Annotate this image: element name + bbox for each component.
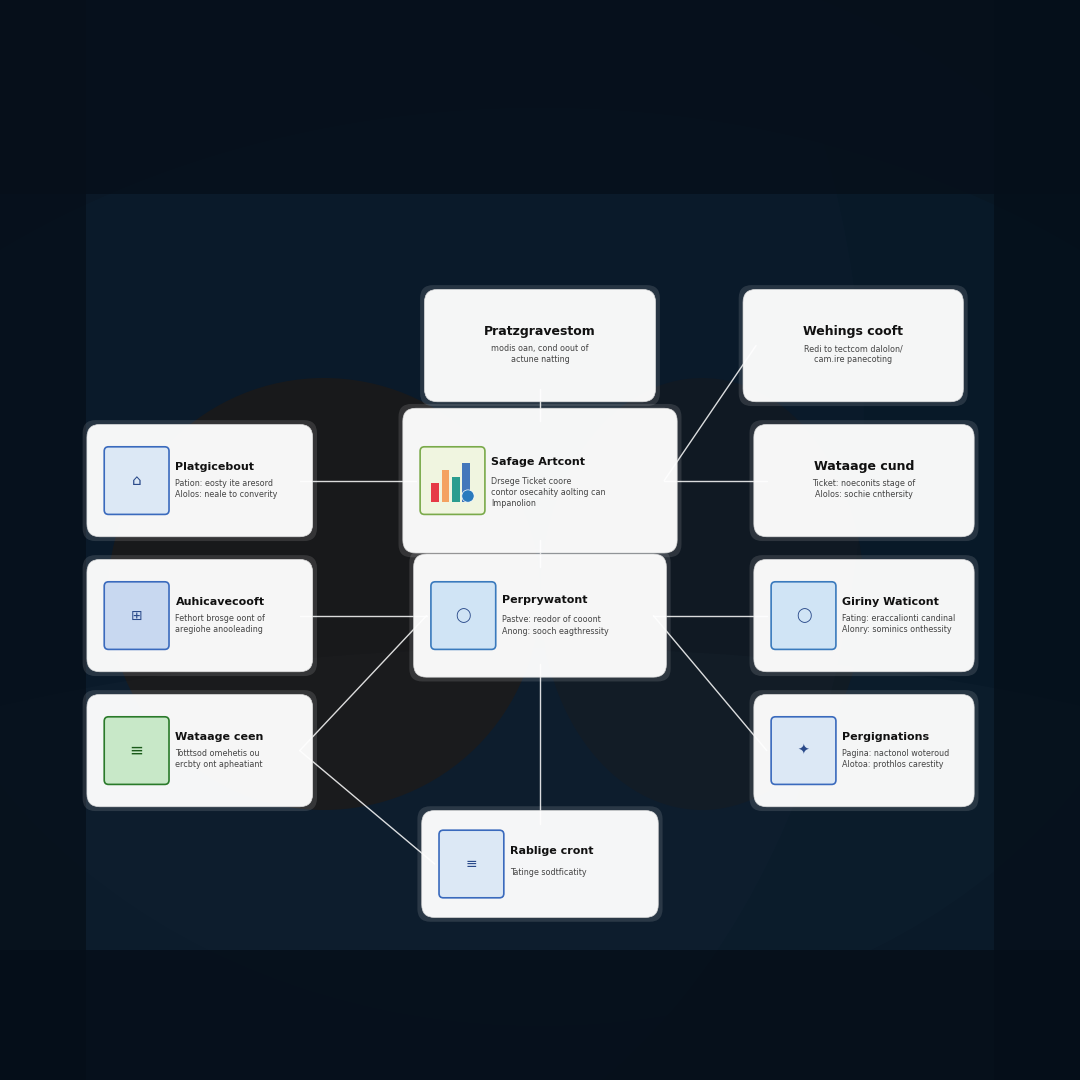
FancyBboxPatch shape <box>750 555 978 676</box>
Ellipse shape <box>0 108 1080 1080</box>
Circle shape <box>462 490 474 502</box>
Bar <box>442 470 449 501</box>
Text: Wataage ceen: Wataage ceen <box>175 732 264 742</box>
Text: ≡: ≡ <box>465 858 477 870</box>
Text: Pratzgravestom: Pratzgravestom <box>484 325 596 338</box>
Text: Wehings cooft: Wehings cooft <box>804 325 903 338</box>
FancyBboxPatch shape <box>403 408 677 553</box>
Ellipse shape <box>0 0 1080 1026</box>
Text: Totttsod omehetis ou
ercbty ont apheatiant: Totttsod omehetis ou ercbty ont apheatia… <box>175 750 264 769</box>
Text: Fethort brosge oont of
aregiohe anooleading: Fethort brosge oont of aregiohe anoolead… <box>175 615 266 634</box>
Text: Giriny Waticont: Giriny Waticont <box>842 597 940 607</box>
Text: Pastve: reodor of cooont
Anong: sooch eagthressity: Pastve: reodor of cooont Anong: sooch ea… <box>502 616 609 635</box>
FancyBboxPatch shape <box>104 447 170 514</box>
FancyBboxPatch shape <box>421 810 658 918</box>
FancyBboxPatch shape <box>83 555 318 676</box>
FancyBboxPatch shape <box>86 694 313 807</box>
Text: ⌂: ⌂ <box>132 473 141 488</box>
Text: Platgicebout: Platgicebout <box>175 462 255 472</box>
FancyBboxPatch shape <box>420 285 660 406</box>
Text: Safage Artcont: Safage Artcont <box>491 457 585 467</box>
Bar <box>462 463 470 501</box>
FancyBboxPatch shape <box>83 420 318 541</box>
Text: Ticket: noeconits stage of
Alolos: sochie cnthersity: Ticket: noeconits stage of Alolos: sochi… <box>812 480 916 499</box>
FancyBboxPatch shape <box>86 424 313 537</box>
FancyBboxPatch shape <box>420 447 485 514</box>
FancyBboxPatch shape <box>771 717 836 784</box>
Bar <box>432 483 438 501</box>
Text: Pagina: nactonol woteroud
Alotoa: prothlos carestity: Pagina: nactonol woteroud Alotoa: prothl… <box>842 750 949 769</box>
Text: Rablige cront: Rablige cront <box>510 846 594 856</box>
Text: Wataage cund: Wataage cund <box>814 460 914 473</box>
Bar <box>453 477 460 501</box>
FancyBboxPatch shape <box>417 806 662 922</box>
Text: Drsege Ticket coore
contor osecahity aolting can
Impanolion: Drsege Ticket coore contor osecahity aol… <box>491 476 606 509</box>
Text: ◯: ◯ <box>796 608 811 623</box>
FancyBboxPatch shape <box>424 289 656 402</box>
Text: ≡: ≡ <box>130 742 144 759</box>
Ellipse shape <box>540 378 864 810</box>
FancyBboxPatch shape <box>754 559 974 672</box>
Text: Fating: eraccalionti candinal
Alonry: sominics onthessity: Fating: eraccalionti candinal Alonry: so… <box>842 615 956 634</box>
Text: Tatinge sodtficatity: Tatinge sodtficatity <box>510 867 586 877</box>
FancyBboxPatch shape <box>431 582 496 649</box>
Text: ✦: ✦ <box>798 744 809 757</box>
Ellipse shape <box>0 648 1080 1080</box>
Text: Auhicavecooft: Auhicavecooft <box>175 597 265 607</box>
FancyBboxPatch shape <box>438 831 503 897</box>
Text: Pation: eosty ite aresord
Alolos: neale to converity: Pation: eosty ite aresord Alolos: neale … <box>175 480 278 499</box>
Text: Perprywatont: Perprywatont <box>502 595 588 605</box>
FancyBboxPatch shape <box>743 289 963 402</box>
FancyBboxPatch shape <box>83 690 318 811</box>
FancyBboxPatch shape <box>750 690 978 811</box>
FancyBboxPatch shape <box>104 582 170 649</box>
Text: Redi to tectcom dalolon/
cam.ire panecoting: Redi to tectcom dalolon/ cam.ire panecot… <box>804 345 903 364</box>
Text: modis oan, cond oout of
actune natting: modis oan, cond oout of actune natting <box>491 345 589 364</box>
Bar <box>0 950 1080 1080</box>
FancyBboxPatch shape <box>409 550 671 681</box>
FancyBboxPatch shape <box>739 285 968 406</box>
Text: ◯: ◯ <box>456 608 471 623</box>
FancyBboxPatch shape <box>750 420 978 541</box>
Bar <box>994 0 1080 1080</box>
FancyBboxPatch shape <box>86 559 313 672</box>
FancyBboxPatch shape <box>414 554 666 677</box>
Text: ⊞: ⊞ <box>131 609 143 622</box>
FancyBboxPatch shape <box>771 582 836 649</box>
FancyBboxPatch shape <box>399 404 681 557</box>
Text: Pergignations: Pergignations <box>842 732 930 742</box>
Bar <box>0 0 86 1080</box>
FancyBboxPatch shape <box>104 717 170 784</box>
Ellipse shape <box>0 0 864 1080</box>
Bar <box>0 0 1080 194</box>
FancyBboxPatch shape <box>754 694 974 807</box>
Ellipse shape <box>108 378 540 810</box>
FancyBboxPatch shape <box>754 424 974 537</box>
